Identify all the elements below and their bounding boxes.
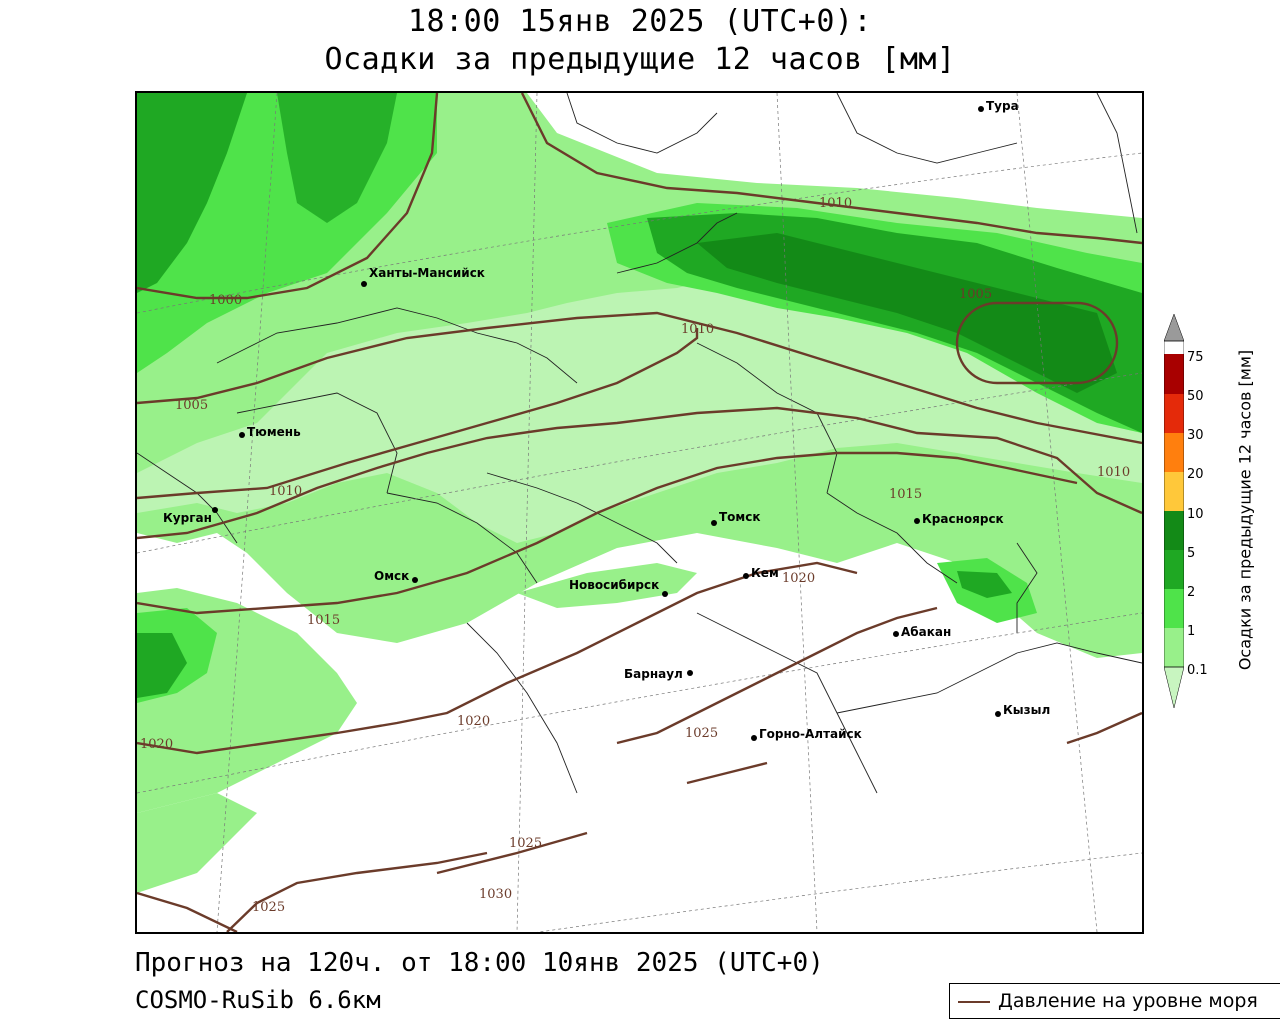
city-dot xyxy=(893,631,899,637)
precipitation-colorbar xyxy=(1164,314,1184,709)
isobar-label: 1025 xyxy=(509,836,542,851)
colorbar-bin xyxy=(1164,394,1184,433)
isobar-label: 1030 xyxy=(479,887,512,902)
colorbar-bin xyxy=(1164,628,1184,667)
precipitation-map: 1000 1005 1005 1010 1010 1010 1010 1015 … xyxy=(135,91,1144,934)
colorbar-bin xyxy=(1164,511,1184,550)
colorbar-bin xyxy=(1164,472,1184,511)
isobar-label: 1015 xyxy=(889,487,922,502)
colorbar-tick: 1 xyxy=(1187,624,1196,639)
isobar-label: 1010 xyxy=(819,196,852,211)
colorbar-min-arrow xyxy=(1164,666,1184,709)
colorbar-tick: 50 xyxy=(1187,389,1204,404)
city-label: Курган xyxy=(163,511,212,525)
isobar-label: 1020 xyxy=(782,571,815,586)
colorbar-tick: 10 xyxy=(1187,507,1204,522)
colorbar-bin xyxy=(1164,550,1184,589)
isobar-label: 1000 xyxy=(209,293,242,308)
colorbar-tick: 0.1 xyxy=(1187,663,1208,678)
admin-borders xyxy=(137,93,1142,794)
isobar-label: 1025 xyxy=(252,900,285,915)
isobar-label: 1020 xyxy=(140,737,173,752)
colorbar-bin xyxy=(1164,433,1184,472)
city-dot xyxy=(978,106,984,112)
isobar-label: 1015 xyxy=(307,613,340,628)
isobar-label: 1010 xyxy=(269,484,302,499)
city-dot xyxy=(743,573,749,579)
city-dot xyxy=(995,711,1001,717)
city-label: Новосибирск xyxy=(569,578,660,592)
city-dot xyxy=(687,670,693,676)
city-label: Горно-Алтайск xyxy=(759,727,862,741)
pressure-legend: Давление на уровне моря xyxy=(949,983,1280,1019)
city-dot xyxy=(751,735,757,741)
pressure-legend-swatch xyxy=(958,1001,990,1003)
city-dot xyxy=(711,520,717,526)
map-title-time: 18:00 15янв 2025 (UTC+0): xyxy=(407,4,873,39)
colorbar-tick: 75 xyxy=(1187,350,1204,365)
city-label: Тюмень xyxy=(247,425,301,439)
colorbar-title: Осадки за предыдущие 12 часов [мм] xyxy=(1235,349,1255,671)
isobar-labels: 1000 1005 1005 1010 1010 1010 1010 1015 … xyxy=(140,196,1130,915)
city-label: Ханты-Мансийск xyxy=(369,266,485,280)
colorbar-tick: 20 xyxy=(1187,467,1204,482)
city-label: Томск xyxy=(719,510,761,524)
city-label: Абакан xyxy=(901,625,952,639)
colorbar-bin xyxy=(1164,354,1184,394)
city-label: Кем xyxy=(751,566,779,580)
isobar-lines xyxy=(137,93,1142,932)
pressure-legend-label: Давление на уровне моря xyxy=(998,990,1258,1012)
city-dot xyxy=(662,591,668,597)
colorbar-max-arrow xyxy=(1164,314,1184,342)
colorbar-tick: 30 xyxy=(1187,428,1204,443)
city-dot xyxy=(239,432,245,438)
isobar-label: 1010 xyxy=(681,322,714,337)
city-dot xyxy=(412,577,418,583)
isobar-low-closed xyxy=(955,301,1119,385)
forecast-info: Прогноз на 120ч. от 18:00 10янв 2025 (UT… xyxy=(135,948,824,978)
city-label: Барнаул xyxy=(624,667,683,681)
isobar-label: 1010 xyxy=(1097,465,1130,480)
city-dot xyxy=(212,507,218,513)
isobar-label: 1025 xyxy=(685,726,718,741)
isobar-label: 1005 xyxy=(959,287,992,302)
map-canvas: 1000 1005 1005 1010 1010 1010 1010 1015 … xyxy=(137,93,1142,932)
isobar-label: 1020 xyxy=(457,714,490,729)
city-label: Красноярск xyxy=(922,512,1004,526)
city-label: Тура xyxy=(986,99,1019,113)
colorbar-bin xyxy=(1164,589,1184,628)
city-dot xyxy=(361,281,367,287)
city-dot xyxy=(914,518,920,524)
model-name: COSMO-RuSib 6.6км xyxy=(135,986,381,1014)
colorbar-tick: 2 xyxy=(1187,585,1196,600)
colorbar-tick: 5 xyxy=(1187,546,1196,561)
city-label: Омск xyxy=(374,569,410,583)
city-label: Кызыл xyxy=(1003,703,1051,717)
map-title-variable: Осадки за предыдущие 12 часов [мм] xyxy=(324,42,956,77)
isobar-label: 1005 xyxy=(175,398,208,413)
